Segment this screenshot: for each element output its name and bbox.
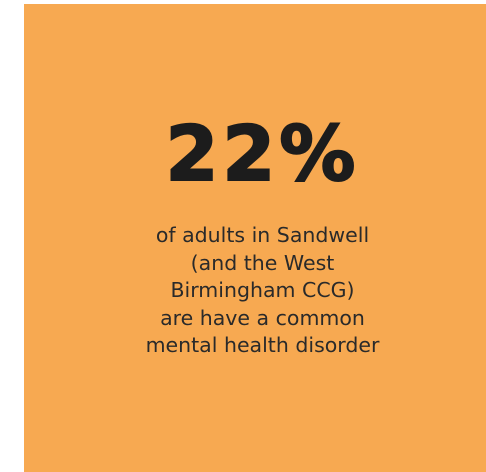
caption-line: of adults in Sandwell [155,223,370,247]
caption-line: Birmingham CCG) [170,278,355,302]
caption-line: mental health disorder [145,333,380,357]
caption-line: (and the West [190,250,335,275]
infographic-card: 22% of adults in Sandwell (and the West … [24,4,486,472]
caption-line: are have a common [160,305,365,330]
statistic-value: 22% [165,109,360,198]
statistic-caption: of adults in Sandwell (and the West Birm… [24,222,486,360]
